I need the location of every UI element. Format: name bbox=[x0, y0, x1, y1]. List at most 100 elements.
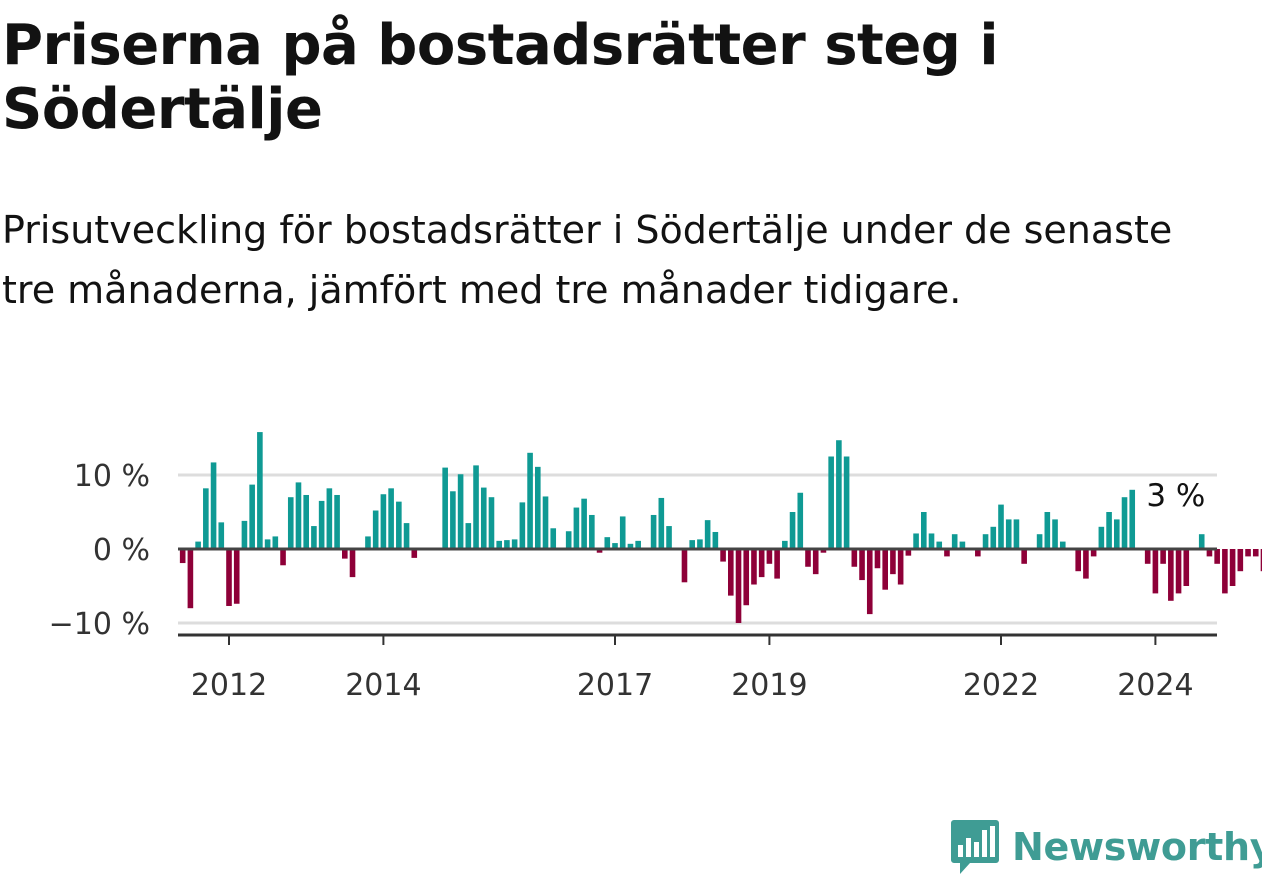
bar bbox=[1252, 549, 1259, 557]
bar bbox=[1121, 497, 1128, 549]
bar bbox=[851, 549, 858, 567]
bar bbox=[1175, 549, 1182, 594]
bar bbox=[218, 522, 225, 549]
bar bbox=[604, 537, 611, 549]
bar bbox=[1129, 489, 1136, 549]
bar bbox=[1098, 526, 1105, 549]
newsworthy-logo: Newsworthy bbox=[950, 818, 1262, 876]
bar bbox=[450, 491, 456, 549]
bar bbox=[843, 456, 850, 549]
bar bbox=[913, 533, 919, 549]
bar bbox=[820, 549, 827, 553]
bar bbox=[797, 492, 804, 549]
bar bbox=[766, 549, 773, 564]
annotation-label: 3 % bbox=[1146, 478, 1205, 514]
bar bbox=[782, 540, 788, 549]
bar bbox=[179, 549, 186, 564]
bar bbox=[342, 549, 348, 559]
axes bbox=[178, 547, 1217, 645]
bar bbox=[921, 512, 927, 549]
bar bbox=[735, 549, 742, 623]
bar bbox=[882, 549, 888, 590]
bar bbox=[951, 534, 958, 549]
bar bbox=[859, 549, 865, 581]
bar bbox=[311, 526, 317, 549]
bar bbox=[264, 539, 271, 549]
brand-name: Newsworthy bbox=[1012, 825, 1262, 869]
bar bbox=[1206, 549, 1213, 557]
y-tick-label: −10 % bbox=[49, 607, 150, 642]
bar bbox=[1183, 549, 1190, 586]
bar bbox=[1160, 549, 1166, 564]
bar bbox=[573, 507, 580, 549]
bar bbox=[975, 549, 981, 557]
chart-title: Priserna på bostadsrätter steg i Södertä… bbox=[2, 13, 999, 142]
bar bbox=[365, 536, 371, 549]
bar bbox=[1013, 519, 1020, 549]
bar bbox=[187, 549, 194, 609]
bar bbox=[612, 543, 618, 549]
bar bbox=[465, 523, 472, 549]
bar bbox=[1245, 549, 1251, 557]
x-tick-label: 2024 bbox=[1117, 668, 1193, 703]
bar bbox=[249, 484, 255, 549]
bar bbox=[496, 540, 502, 549]
bar bbox=[457, 474, 464, 549]
bar bbox=[195, 541, 201, 549]
bar bbox=[990, 526, 997, 549]
tick-labels: 10 % 0 % −10 % 2012 2014 2017 2019 2022 2024 3 % bbox=[49, 459, 1206, 703]
bar bbox=[828, 456, 834, 549]
bar bbox=[349, 549, 356, 578]
bar bbox=[1237, 549, 1244, 572]
bar bbox=[704, 520, 711, 549]
bar bbox=[550, 528, 557, 549]
chart-subtitle: Prisutveckling för bostadsrätter i Söder… bbox=[2, 208, 1173, 312]
newsworthy-logo-icon bbox=[951, 820, 999, 874]
bar bbox=[542, 496, 549, 549]
bar bbox=[1222, 549, 1228, 594]
bar bbox=[1229, 549, 1236, 586]
bar bbox=[998, 504, 1004, 549]
bar bbox=[1044, 512, 1051, 549]
bar bbox=[380, 494, 387, 549]
bar bbox=[1168, 549, 1174, 601]
bar bbox=[519, 502, 526, 549]
bar bbox=[257, 432, 263, 549]
bar-chart: 10 % 0 % −10 % 2012 2014 2017 2019 2022 2024 3 % bbox=[49, 432, 1262, 703]
bar bbox=[1036, 534, 1043, 549]
bar bbox=[473, 465, 479, 549]
bar bbox=[504, 540, 510, 549]
bar bbox=[1198, 534, 1205, 549]
x-tick-label: 2017 bbox=[577, 668, 653, 703]
bar bbox=[905, 549, 912, 556]
bar bbox=[210, 462, 217, 549]
bar bbox=[681, 549, 688, 583]
bar bbox=[565, 531, 572, 549]
bar bbox=[836, 440, 842, 549]
bar bbox=[1052, 519, 1058, 549]
bar bbox=[241, 520, 248, 549]
bar bbox=[203, 488, 209, 549]
bar bbox=[318, 500, 325, 549]
bar bbox=[1106, 512, 1112, 549]
bar bbox=[326, 488, 333, 549]
bar bbox=[442, 467, 448, 549]
bar bbox=[411, 549, 418, 558]
y-tick-label: 10 % bbox=[74, 459, 150, 494]
bar bbox=[581, 498, 587, 549]
bar bbox=[280, 549, 286, 566]
bar bbox=[805, 549, 811, 567]
bar bbox=[1005, 519, 1012, 549]
bar bbox=[488, 497, 495, 549]
bar bbox=[758, 549, 765, 578]
bar bbox=[511, 539, 518, 549]
bar bbox=[789, 512, 796, 549]
bar bbox=[303, 494, 309, 549]
bar bbox=[697, 539, 703, 549]
bar bbox=[527, 452, 533, 549]
bar bbox=[1214, 549, 1220, 564]
bar bbox=[689, 540, 695, 549]
bar bbox=[890, 549, 896, 575]
bar bbox=[589, 514, 595, 549]
bar bbox=[658, 497, 665, 549]
